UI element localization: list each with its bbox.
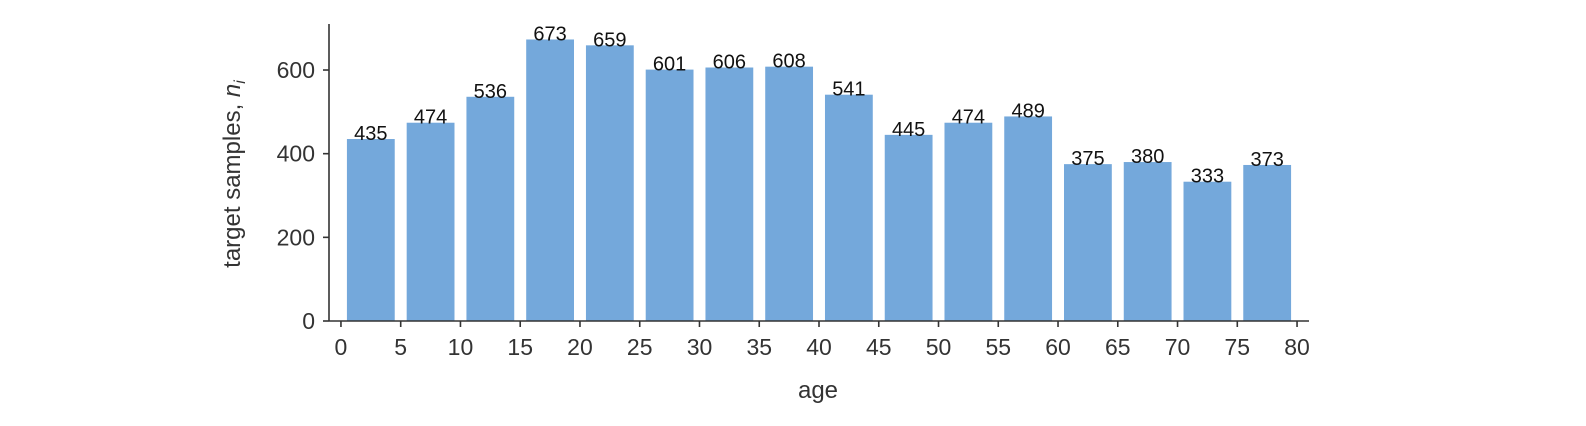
data-label: 659	[593, 29, 626, 51]
y-tick-label: 0	[302, 308, 315, 334]
bar-60-65	[1064, 164, 1112, 321]
data-label: 536	[474, 81, 507, 103]
bar-5-10	[406, 122, 455, 321]
x-tick-label: 15	[507, 334, 533, 360]
x-tick-label: 35	[746, 334, 772, 360]
data-label: 673	[533, 23, 566, 45]
x-tick-label: 60	[1045, 334, 1071, 360]
bar-55-60	[1004, 116, 1053, 322]
y-tick-label: 400	[277, 141, 315, 167]
x-tick-label: 5	[394, 334, 407, 360]
y-axis-label-text: target samples,	[219, 97, 246, 268]
x-tick-label: 40	[806, 334, 832, 360]
data-label: 445	[892, 119, 925, 141]
data-label: 375	[1071, 148, 1104, 170]
data-label: 373	[1250, 149, 1283, 171]
data-label: 435	[354, 123, 387, 145]
bar-65-70	[1123, 162, 1172, 321]
y-axis-label: target samples, ni	[219, 80, 249, 268]
bar-0-5	[346, 139, 395, 321]
y-tick-label: 200	[277, 224, 315, 250]
bar-20-25	[585, 45, 634, 321]
bar-30-35	[705, 67, 754, 321]
bars-group	[346, 39, 1292, 322]
x-axis-label: age	[798, 377, 838, 404]
bar-45-50	[884, 134, 933, 321]
x-tick-label: 75	[1224, 334, 1250, 360]
bar-10-15	[466, 96, 515, 321]
data-label: 474	[414, 107, 447, 129]
x-tick-label: 80	[1284, 334, 1310, 360]
data-label: 474	[952, 107, 985, 129]
x-tick-label: 30	[687, 334, 713, 360]
data-label: 608	[772, 51, 805, 73]
y-axis: 0 200 400 600	[277, 24, 330, 334]
data-label: 601	[653, 54, 686, 76]
data-label: 541	[832, 79, 865, 101]
y-tick-label: 600	[277, 57, 315, 83]
bar-35-40	[765, 66, 814, 321]
data-label: 333	[1191, 166, 1224, 188]
data-label: 606	[713, 52, 746, 74]
y-axis-label-math-subscript: i	[232, 80, 249, 84]
bar-15-20	[526, 39, 574, 321]
x-tick-label: 55	[985, 334, 1011, 360]
data-label: 380	[1131, 146, 1164, 168]
x-tick-label: 0	[335, 334, 348, 360]
data-label: 489	[1011, 100, 1044, 122]
bar-25-30	[645, 69, 694, 322]
x-tick-label: 70	[1165, 334, 1191, 360]
x-tick-label: 25	[627, 334, 653, 360]
data-labels-group: 435 474 536 673 659 601 606 608 541 445 474 489 375 3…	[354, 23, 1284, 187]
bar-70-75	[1183, 181, 1232, 321]
x-axis: 0 5 10 15 20 25 30 35 40 45 50 55 60 65 70 75 80	[329, 320, 1310, 360]
x-tick-label: 65	[1105, 334, 1131, 360]
x-tick-label: 45	[866, 334, 892, 360]
bar-50-55	[944, 122, 993, 321]
x-tick-label: 50	[926, 334, 952, 360]
x-tick-label: 10	[448, 334, 474, 360]
bar-40-45	[824, 94, 873, 321]
y-axis-label-math: n	[219, 84, 246, 97]
x-tick-label: 20	[567, 334, 593, 360]
bar-75-80	[1243, 164, 1292, 321]
